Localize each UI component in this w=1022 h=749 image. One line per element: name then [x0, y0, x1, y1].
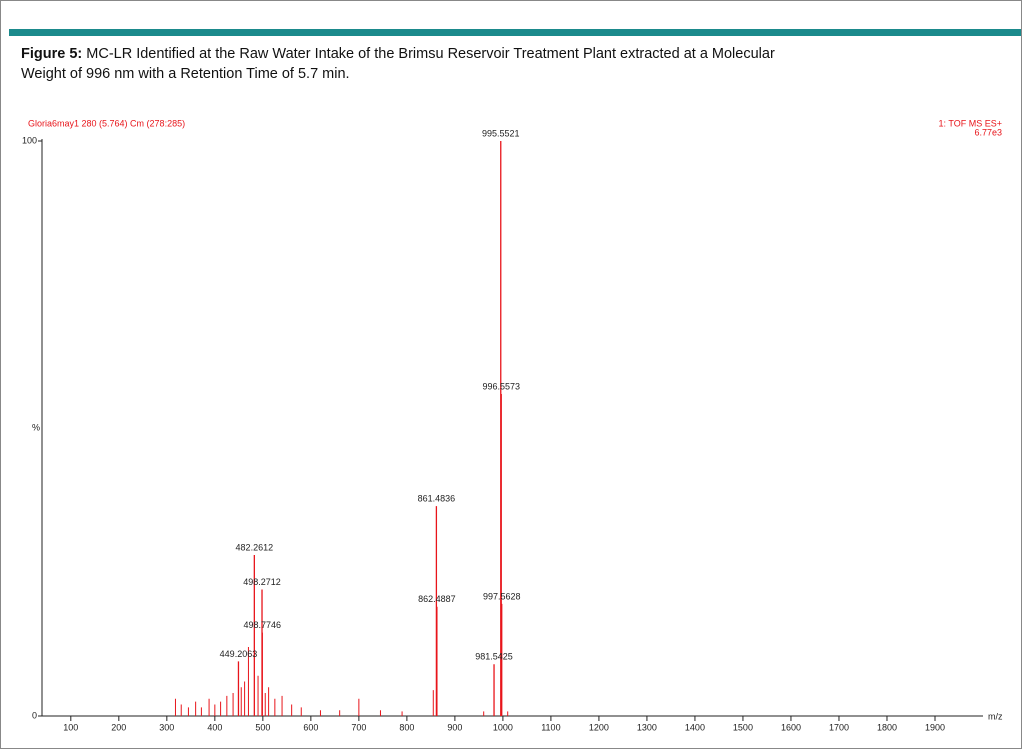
x-tick-label: 1900: [925, 722, 945, 732]
header-right: 1: TOF MS ES+: [939, 118, 1002, 128]
x-tick-label: 1200: [589, 722, 609, 732]
peak-label: 997.5628: [483, 591, 521, 601]
accent-bar: [9, 29, 1021, 36]
x-tick-label: 500: [255, 722, 270, 732]
y-axis-label: %: [32, 422, 40, 432]
peak-label: 498.2712: [243, 577, 281, 587]
x-tick-label: 700: [351, 722, 366, 732]
peak-label: 861.4836: [418, 494, 456, 504]
peak-label: 995.5521: [482, 128, 520, 138]
peak-label: 482.2612: [236, 542, 274, 552]
x-tick-label: 1600: [781, 722, 801, 732]
x-axis-label: m/z: [988, 711, 1003, 721]
x-tick-label: 800: [399, 722, 414, 732]
x-tick-label: 1000: [493, 722, 513, 732]
x-tick-label: 1300: [637, 722, 657, 732]
x-tick-label: 1500: [733, 722, 753, 732]
x-tick-label: 400: [207, 722, 222, 732]
header-right: 6.77e3: [974, 127, 1002, 137]
y-tick-label: 100: [22, 135, 37, 145]
peak-label: 498.7746: [243, 620, 281, 630]
peak-label: 449.2063: [220, 649, 258, 659]
x-tick-label: 200: [111, 722, 126, 732]
x-tick-label: 900: [447, 722, 462, 732]
x-tick-label: 300: [159, 722, 174, 732]
caption-text: MC-LR Identified at the Raw Water Intake…: [86, 46, 775, 62]
caption: Figure 5: MC-LR Identified at the Raw Wa…: [21, 44, 1021, 84]
x-tick-label: 100: [63, 722, 78, 732]
y-tick-label: 0: [32, 710, 37, 720]
x-tick-label: 600: [303, 722, 318, 732]
caption-text: Weight of 996 nm with a Retention Time o…: [21, 66, 350, 82]
x-tick-label: 1100: [541, 722, 560, 732]
peak-label: 981.5425: [475, 652, 513, 662]
x-tick-label: 1400: [685, 722, 705, 732]
peak-label: 862.4887: [418, 594, 456, 604]
header-left: Gloria6may1 280 (5.764) Cm (278:285): [28, 118, 185, 128]
x-tick-label: 1800: [877, 722, 897, 732]
x-tick-label: 1700: [829, 722, 849, 732]
peak-label: 996.5573: [482, 381, 520, 391]
caption-label: Figure 5:: [21, 46, 83, 62]
